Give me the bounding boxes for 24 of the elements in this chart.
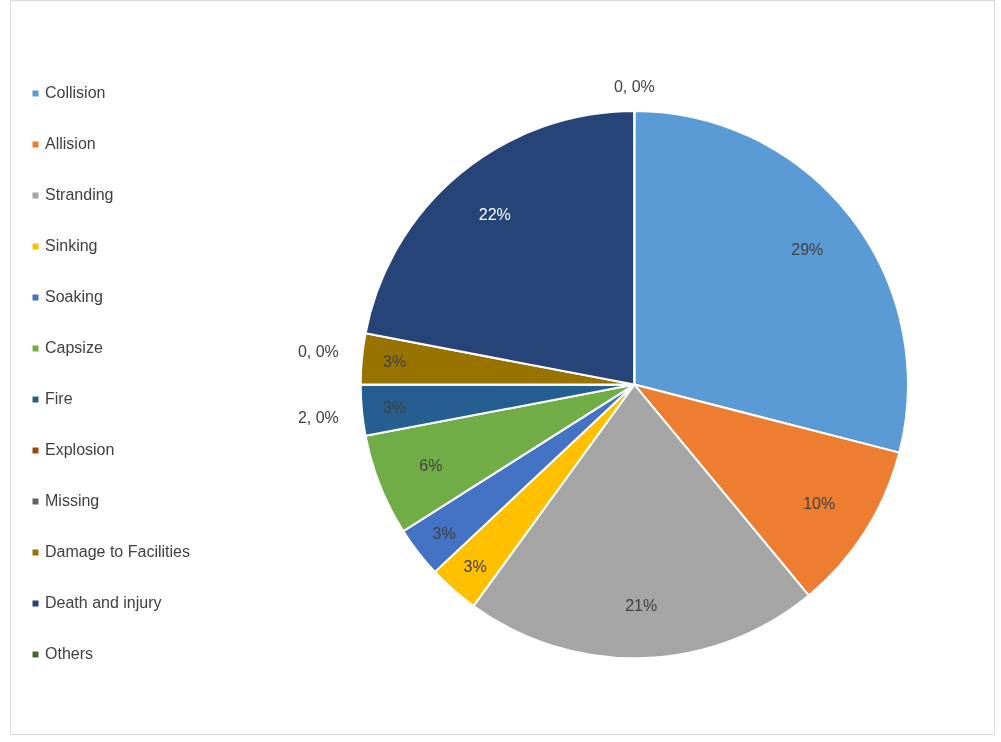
legend-label: Soaking bbox=[45, 287, 103, 307]
legend-label: Sinking bbox=[45, 236, 98, 256]
legend-label: Explosion bbox=[45, 440, 115, 460]
data-label: 3% bbox=[463, 558, 487, 576]
legend-label: Stranding bbox=[45, 185, 114, 205]
text: 2, 0% bbox=[297, 409, 339, 427]
data-label: 3% bbox=[432, 525, 456, 543]
data-label: 3% bbox=[383, 398, 407, 416]
legend-label: Missing bbox=[45, 491, 100, 511]
text: 0, 0% bbox=[613, 77, 655, 95]
legend-label: Allision bbox=[45, 134, 96, 154]
data-label: 22% bbox=[478, 205, 511, 223]
legend-label: Collision bbox=[45, 83, 106, 103]
data-label: 10% bbox=[803, 494, 836, 512]
data-label: 21% bbox=[625, 597, 658, 615]
legend-label: Fire bbox=[45, 389, 73, 409]
data-label: 3% bbox=[383, 353, 407, 371]
legend-label: Damage to Facilities bbox=[45, 542, 190, 562]
text: 0, 0% bbox=[297, 342, 339, 360]
legend-label: Death and injury bbox=[45, 593, 162, 613]
data-label: 29% bbox=[791, 240, 824, 258]
legend-label: Others bbox=[45, 644, 94, 664]
data-label: 6% bbox=[419, 457, 443, 475]
legend-label: Capsize bbox=[45, 338, 103, 358]
